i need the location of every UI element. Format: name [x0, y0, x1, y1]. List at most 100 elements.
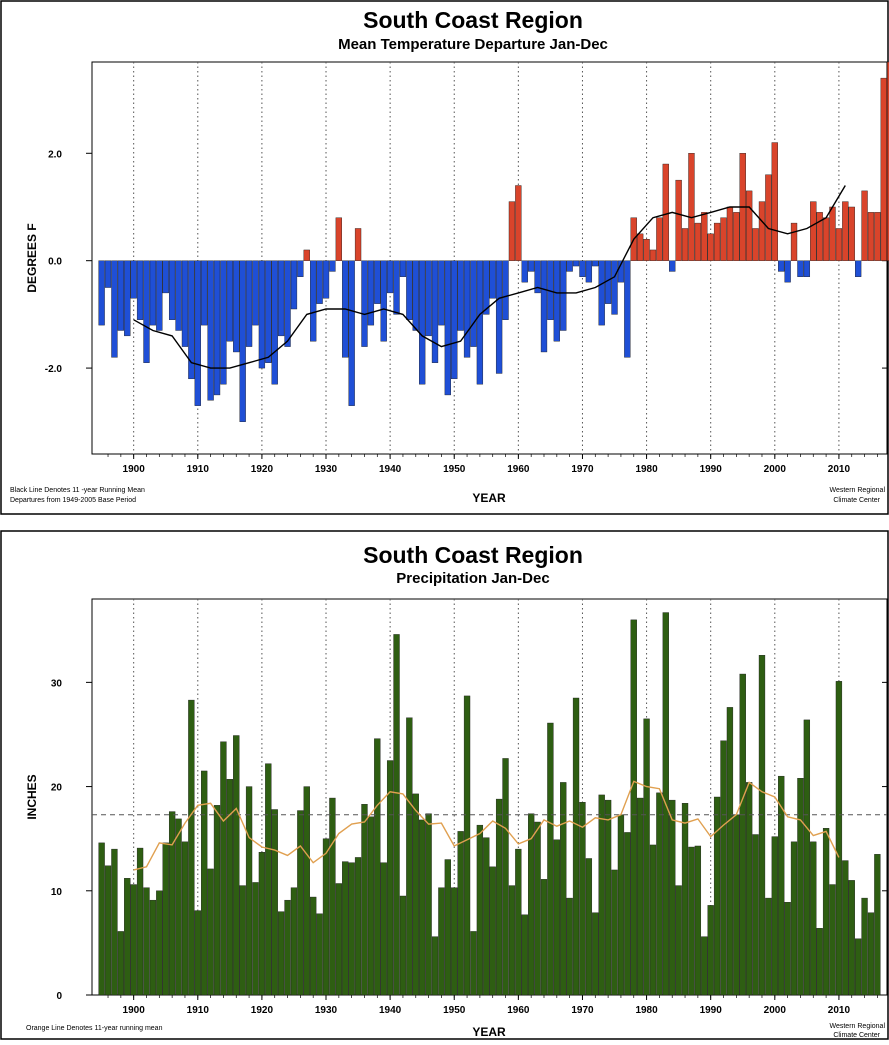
precipitation-bar [444, 859, 451, 996]
precipitation-bar [156, 890, 163, 996]
precipitation-y-tick-label: 20 [51, 783, 63, 794]
temperature-bar [726, 206, 734, 261]
precipitation-bar [252, 882, 259, 996]
precipitation-title: South Coast Region [363, 542, 583, 568]
precipitation-bar [566, 897, 573, 996]
precipitation-bar [508, 885, 516, 996]
temperature-bar [444, 260, 451, 396]
precipitation-bar [803, 719, 811, 996]
temperature-bar [277, 260, 285, 337]
temperature-bar [765, 174, 772, 261]
temperature-bar [258, 260, 266, 369]
precipitation-x-tick-label: 1950 [443, 1005, 466, 1016]
precipitation-bar [438, 887, 445, 996]
temperature-bar [463, 260, 471, 358]
precipitation-bar [848, 880, 855, 996]
precipitation-bar [617, 814, 625, 996]
temperature-bar [790, 222, 798, 261]
temperature-bar [816, 212, 823, 261]
temperature-bar [861, 190, 868, 261]
temperature-bar [476, 260, 484, 385]
temperature-bar [598, 260, 605, 326]
temperature-bar [675, 179, 682, 261]
temperature-note-running-mean: Black Line Denotes 11 -year Running Mean [10, 487, 145, 494]
temperature-bar [855, 260, 862, 277]
temperature-y-axis-label: DEGREES F [25, 223, 39, 292]
precipitation-bar [842, 860, 849, 996]
temperature-bar [752, 228, 759, 261]
precipitation-bar [425, 813, 432, 996]
temperature-bar [335, 217, 342, 261]
temperature-bar [649, 249, 657, 261]
temperature-bar [701, 212, 708, 261]
precipitation-x-tick-label: 2010 [828, 1005, 851, 1016]
temperature-bar [662, 163, 669, 261]
precipitation-bar [604, 799, 612, 996]
temperature-bar [624, 260, 631, 358]
precipitation-bar [733, 814, 740, 996]
precipitation-bar [713, 796, 721, 996]
temperature-x-tick-label: 2000 [764, 464, 787, 475]
precipitation-bar [265, 763, 272, 996]
temperature-bar [521, 260, 528, 283]
temperature-bar [245, 260, 253, 347]
precipitation-bar [797, 778, 804, 996]
temperature-bar [803, 260, 811, 277]
temperature-bar [835, 228, 843, 261]
precipitation-bar [669, 799, 676, 996]
temperature-bar [771, 142, 778, 261]
precipitation-bar [502, 758, 509, 996]
temperature-plot: 1900 1910 1920 1930 1940 1950 1960 1970 1980 1990… [45, 61, 889, 475]
temperature-bar [560, 260, 567, 331]
precipitation-bar [675, 885, 682, 996]
precipitation-bar [720, 740, 727, 996]
precipitation-bar [386, 760, 394, 996]
temperature-bar [393, 260, 400, 315]
precipitation-bar [354, 857, 362, 996]
precipitation-bar [752, 834, 759, 996]
temperature-bar [374, 260, 381, 304]
temperature-bar [348, 260, 355, 406]
precipitation-bar [701, 936, 708, 996]
temperature-bar [406, 260, 413, 320]
temperature-bar [669, 260, 676, 272]
precipitation-bar [463, 695, 471, 996]
temperature-x-tick-label: 1940 [379, 464, 402, 475]
temperature-x-tick-label: 1920 [251, 464, 274, 475]
temperature-x-tick-label: 1960 [507, 464, 530, 475]
precipitation-bar [162, 842, 169, 996]
precipitation-bar [207, 868, 214, 996]
precipitation-x-tick-label: 1990 [700, 1005, 723, 1016]
precipitation-credit-line2: Climate Center [833, 1032, 880, 1039]
temperature-bar [829, 206, 836, 261]
temperature-x-axis-label: YEAR [472, 491, 506, 505]
temperature-bar [778, 260, 785, 272]
temperature-bar [874, 212, 881, 261]
temperature-bar [252, 260, 259, 326]
precipitation-bar [451, 887, 458, 996]
precipitation-bar [406, 717, 413, 996]
temperature-bar [425, 260, 432, 337]
precipitation-bar [553, 839, 560, 996]
temperature-bar [297, 260, 304, 277]
precipitation-bar [239, 885, 246, 996]
temperature-x-tick-label: 1910 [187, 464, 210, 475]
precipitation-y-tick-label: 0 [56, 991, 62, 1002]
precipitation-bar [579, 802, 586, 996]
precipitation-bar [771, 836, 778, 996]
precipitation-bar [335, 883, 342, 996]
temperature-bar [361, 260, 368, 347]
precipitation-bar [585, 858, 593, 996]
precipitation-bar [624, 832, 631, 996]
temperature-bar [412, 260, 419, 331]
temperature-bar [746, 190, 753, 261]
temperature-bar [130, 260, 137, 299]
precipitation-bar [867, 912, 875, 996]
precipitation-note-running-mean: Orange Line Denotes 11-year running mean [26, 1025, 163, 1032]
temperature-bar [188, 260, 195, 380]
precipitation-x-tick-label: 2000 [764, 1005, 787, 1016]
precipitation-bar [784, 902, 791, 996]
temperature-bar [220, 260, 227, 385]
precipitation-bar [483, 837, 490, 996]
